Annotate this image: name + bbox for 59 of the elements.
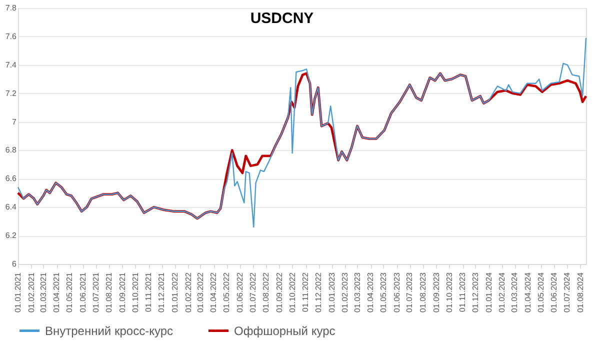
x-tick-label: 01.07.2023 — [405, 272, 414, 313]
x-tick-label: 01.11.2021 — [144, 272, 154, 312]
x-tick-label: 01.04.2021 — [52, 272, 62, 313]
x-tick-label: 01.03.2023 — [352, 272, 362, 313]
x-tick-label: 01.11.2023 — [458, 272, 468, 312]
x-tick-label: 01.03.2021 — [38, 272, 48, 313]
x-tick-label: 01.09.2022 — [274, 272, 284, 313]
line-series — [16, 72, 588, 220]
x-tick-label: 01.02.2023 — [340, 272, 350, 313]
x-tick-label: 01.04.2023 — [366, 272, 376, 313]
x-tick-label: 01.01.2024 — [484, 272, 494, 313]
y-tick-label: 7.8 — [5, 4, 18, 12]
chart-title: USDCNY — [250, 10, 314, 27]
y-tick-label: 6.8 — [5, 146, 18, 155]
x-tick-label: 01.02.2022 — [184, 272, 193, 313]
x-tick-label: 01.03.2022 — [196, 272, 205, 313]
x-tick-label: 01.08.2022 — [262, 272, 271, 313]
y-tick-label: 7.2 — [5, 88, 18, 98]
x-tick-label: 01.05.2023 — [378, 272, 388, 313]
legend-label: Внутренний кросс-курс — [45, 324, 173, 338]
y-tick-label: 7.6 — [5, 32, 18, 41]
x-tick-label: 01.08.2024 — [576, 272, 585, 313]
x-tick-label: 01.06.2023 — [392, 272, 402, 313]
x-tick-label: 01.01.2023 — [327, 272, 336, 313]
x-tick-label: 01.05.2022 — [222, 272, 232, 313]
x-tick-label: 01.11.2022 — [301, 272, 310, 312]
line-series — [17, 37, 587, 228]
x-tick-label: 01.06.2022 — [235, 272, 244, 313]
x-tick-label: 01.03.2024 — [510, 272, 520, 313]
x-tick-label: 01.12.2021 — [157, 272, 166, 313]
x-tick-label: 01.12.2023 — [470, 272, 480, 313]
x-tick-label: 01.09.2021 — [118, 272, 127, 313]
x-tick-label: 01.01.2021 — [14, 272, 22, 313]
x-tick-label: 01.05.2021 — [65, 272, 74, 313]
x-tick-label: 01.07.2021 — [91, 272, 100, 313]
x-tick-label: 01.08.2023 — [418, 272, 428, 313]
x-tick-label: 01.02.2024 — [498, 272, 507, 313]
x-tick-label: 01.10.2022 — [288, 272, 297, 313]
x-tick-label: 01.10.2023 — [444, 272, 454, 313]
y-tick-label: 6.2 — [5, 231, 18, 240]
x-tick-label: 01.07.2024 — [562, 272, 572, 313]
x-tick-label: 01.04.2022 — [209, 272, 218, 313]
y-tick-label: 6.6 — [5, 174, 18, 184]
x-tick-label: 01.08.2021 — [104, 272, 114, 313]
x-tick-label: 01.06.2024 — [550, 272, 559, 313]
x-tick-label: 01.04.2024 — [523, 272, 532, 313]
x-tick-label: 01.02.2021 — [26, 272, 36, 313]
y-tick-label: 6 — [12, 260, 18, 268]
x-tick-label: 01.10.2021 — [130, 272, 140, 313]
x-tick-label: 01.05.2024 — [536, 272, 546, 313]
x-tick-label: 01.06.2021 — [78, 272, 88, 313]
y-tick-label: 7 — [12, 117, 18, 126]
x-tick-label: 01.07.2022 — [248, 272, 258, 313]
x-tick-label: 01.12.2022 — [314, 272, 324, 313]
x-tick-label: 01.01.2022 — [170, 272, 180, 313]
x-tick-label: 01.09.2023 — [432, 272, 441, 313]
y-tick-label: 6.4 — [5, 202, 18, 212]
legend-label: Оффшорный курс — [234, 324, 336, 338]
y-tick-label: 7.4 — [5, 60, 18, 70]
